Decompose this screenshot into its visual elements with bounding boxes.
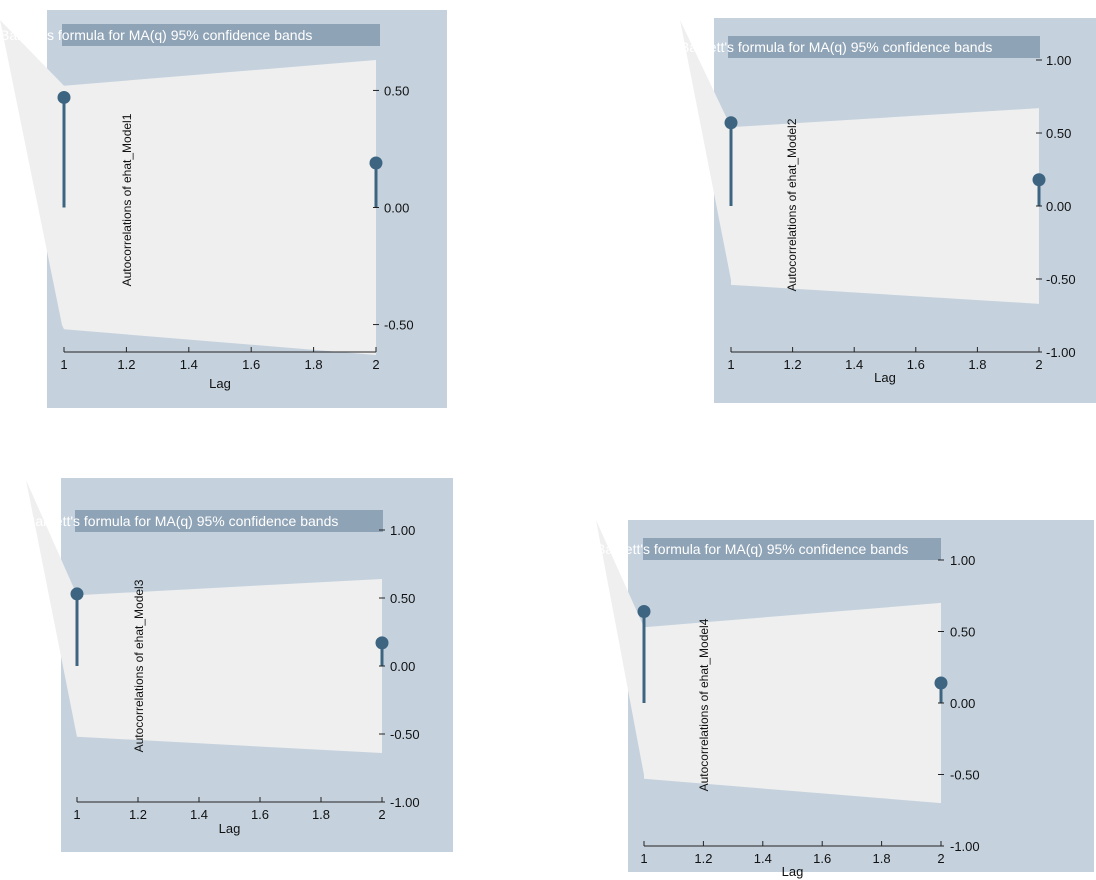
- y-tick-label: 0.50: [390, 591, 415, 606]
- spike-marker-lag-2: [934, 676, 948, 690]
- x-axis-title: Lag: [219, 821, 241, 836]
- spike-marker-lag-1: [57, 90, 71, 104]
- x-tick-label: 1.4: [845, 357, 863, 372]
- y-tick-label: 1.00: [390, 523, 415, 538]
- x-tick-label: 1: [60, 357, 67, 372]
- spike-marker-lag-2: [375, 636, 389, 650]
- legend-label: Bartlett's formula for MA(q) 95% confide…: [0, 27, 312, 43]
- legend-box: [75, 510, 383, 532]
- x-tick-label: 1.8: [305, 357, 323, 372]
- x-tick-label: 1.4: [180, 357, 198, 372]
- confidence-band: [644, 602, 941, 804]
- x-tick-label: 1.8: [312, 807, 330, 822]
- legend-label: Bartlett's formula for MA(q) 95% confide…: [596, 541, 908, 557]
- y-tick-label: 0.00: [384, 201, 409, 216]
- spike-marker-lag-2: [1032, 173, 1046, 187]
- spike-marker-lag-1: [70, 587, 84, 601]
- x-tick-label: 2: [372, 357, 379, 372]
- y-tick-label: -0.50: [384, 318, 414, 333]
- x-tick-label: 1.2: [784, 357, 802, 372]
- y-tick-label: -0.50: [950, 768, 980, 783]
- y-tick-label: 0.50: [1046, 126, 1071, 141]
- y-tick-label: -0.50: [1046, 272, 1076, 287]
- legend-label: Bartlett's formula for MA(q) 95% confide…: [26, 513, 338, 529]
- x-tick-label: 1: [640, 851, 647, 866]
- x-axis-title: Lag: [209, 376, 231, 391]
- y-axis-title: Autocorrelations of ehat_Model1: [120, 113, 134, 286]
- y-tick-label: -0.50: [390, 727, 420, 742]
- x-tick-label: 1.6: [813, 851, 831, 866]
- legend-box: [728, 36, 1040, 58]
- y-axis-title: Autocorrelations of ehat_Model2: [785, 118, 799, 291]
- y-tick-label: 1.00: [950, 553, 975, 568]
- x-tick-label: 1.4: [190, 807, 208, 822]
- x-tick-label: 1.2: [694, 851, 712, 866]
- legend-box: [62, 24, 380, 46]
- spike-marker-lag-2: [369, 156, 383, 170]
- x-tick-label: 1.6: [251, 807, 269, 822]
- legend-box: [643, 538, 941, 560]
- confidence-band-fan: [680, 20, 731, 285]
- x-tick-label: 1.6: [907, 357, 925, 372]
- x-tick-label: 1.4: [754, 851, 772, 866]
- x-axis-title: Lag: [874, 370, 896, 385]
- y-tick-label: 0.50: [950, 625, 975, 640]
- y-tick-label: -1.00: [950, 839, 980, 854]
- x-tick-label: 1.2: [117, 357, 135, 372]
- x-tick-label: 1.2: [129, 807, 147, 822]
- x-axis-title: Lag: [782, 864, 804, 879]
- confidence-band-fan: [26, 480, 77, 737]
- y-tick-label: 0.00: [950, 696, 975, 711]
- y-tick-label: 0.00: [390, 659, 415, 674]
- confidence-band: [77, 578, 382, 754]
- confidence-band: [64, 60, 376, 355]
- y-tick-label: -1.00: [390, 795, 420, 810]
- acf-panel-3: Bartlett's formula for MA(q) 95% confide…: [26, 478, 453, 852]
- x-tick-label: 1: [73, 807, 80, 822]
- y-axis-title: Autocorrelations of ehat_Model4: [697, 618, 711, 791]
- legend-label: Bartlett's formula for MA(q) 95% confide…: [680, 39, 992, 55]
- x-tick-label: 1.8: [968, 357, 986, 372]
- spike-marker-lag-1: [637, 604, 651, 618]
- confidence-band: [731, 108, 1039, 304]
- spike-marker-lag-1: [724, 116, 738, 130]
- acf-panel-4: Bartlett's formula for MA(q) 95% confide…: [596, 520, 1094, 879]
- x-tick-label: 2: [1035, 357, 1042, 372]
- y-tick-label: 0.00: [1046, 199, 1071, 214]
- x-tick-label: 2: [378, 807, 385, 822]
- x-tick-label: 1.6: [242, 357, 260, 372]
- x-tick-label: 1.8: [873, 851, 891, 866]
- x-tick-label: 1: [727, 357, 734, 372]
- x-tick-label: 2: [937, 851, 944, 866]
- confidence-band-fan: [596, 520, 644, 779]
- acf-panel-2: Bartlett's formula for MA(q) 95% confide…: [680, 18, 1096, 403]
- y-tick-label: 1.00: [1046, 53, 1071, 68]
- y-tick-label: -1.00: [1046, 345, 1076, 360]
- y-tick-label: 0.50: [384, 83, 409, 98]
- acf-panel-1: Bartlett's formula for MA(q) 95% confide…: [0, 10, 447, 408]
- confidence-band-fan: [0, 20, 64, 330]
- y-axis-title: Autocorrelations of ehat_Model3: [132, 579, 146, 752]
